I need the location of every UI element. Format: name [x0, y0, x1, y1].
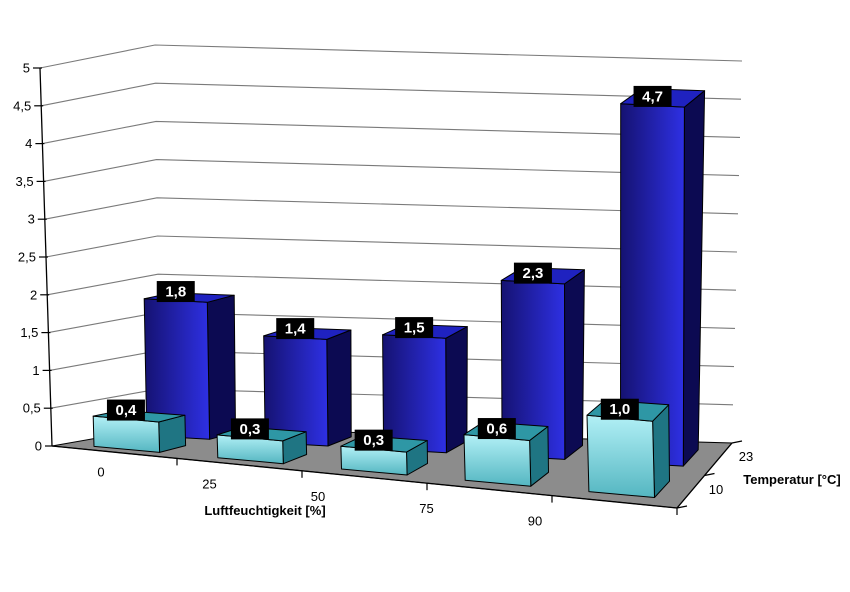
bar-front-face: [586, 414, 655, 498]
bar-side-face: [564, 269, 585, 460]
x-axis-title: Luftfeuchtigkeit [%]: [204, 503, 325, 518]
y-tick-label: 5: [23, 61, 30, 76]
bar-value-label: 2,3: [522, 265, 543, 282]
bar-23-0: [143, 292, 236, 440]
bar-side-face: [206, 294, 236, 440]
y-axis: [39, 67, 53, 447]
x-tick-label: 0: [97, 465, 104, 480]
gridline: [39, 44, 743, 69]
bar-23-50: [382, 323, 468, 454]
bar-value-label: 1,5: [404, 320, 425, 337]
depth-tick-label: 23: [739, 449, 753, 464]
y-tick-label: 2,5: [18, 250, 36, 265]
y-tick-label: 3: [28, 212, 35, 227]
bar-value-label-box: [633, 85, 672, 107]
bar-value-label: 0,4: [116, 402, 138, 419]
x-tick-label: 90: [528, 513, 542, 528]
bar-side-face: [445, 326, 468, 454]
x-tick-label: 25: [202, 477, 216, 492]
depth-tick-label: 10: [709, 482, 723, 497]
axes: [33, 67, 743, 515]
bar-value-label-box: [276, 318, 315, 340]
y-tick-label: 4,5: [13, 98, 31, 113]
bar-10-90: [586, 399, 670, 498]
bar-23-90: [620, 88, 706, 467]
bar-value-label: 1,4: [285, 321, 307, 338]
bar-value-label-box: [600, 398, 639, 420]
gridline: [43, 159, 740, 182]
gridline: [41, 82, 742, 107]
x-tick-label: 50: [311, 489, 325, 504]
y-tick-label: 3,5: [16, 174, 34, 189]
bar-value-label-box: [513, 262, 552, 284]
depth-axis-tick: [704, 472, 715, 477]
gridline: [42, 120, 741, 145]
bar-value-label: 0,6: [486, 421, 507, 438]
depth-axis-tick: [731, 440, 743, 444]
y-tick-label: 0,5: [23, 401, 41, 416]
x-axis: [51, 445, 678, 509]
x-tick-label: 75: [419, 501, 433, 516]
bar-value-label: 0,3: [239, 421, 260, 438]
bar-value-label-box: [230, 418, 269, 440]
y-tick-label: 0: [35, 439, 42, 454]
y-tick-label: 2: [30, 287, 37, 302]
y-tick-label: 1: [32, 363, 39, 378]
bar-front-face: [463, 434, 532, 487]
gridline: [44, 197, 739, 220]
bar-value-label: 1,8: [165, 284, 186, 301]
bar-value-label: 4,7: [642, 88, 663, 105]
bar-value-label: 1,0: [609, 401, 630, 418]
y-tick-label: 1,5: [20, 325, 38, 340]
y-tick-label: 4: [25, 136, 32, 151]
bar-value-label-box: [106, 399, 145, 421]
bar-23-25: [263, 327, 352, 447]
gridline: [45, 235, 738, 258]
bar-value-label-box: [354, 429, 393, 451]
bar-10-0: [92, 410, 187, 453]
bar-side-face: [326, 329, 352, 447]
depth-axis-tick: [676, 505, 688, 509]
bar-value-label: 0,3: [363, 432, 384, 449]
bar-value-label-box: [477, 418, 516, 440]
bar-value-label-box: [395, 317, 434, 339]
bars: 1,8 1,4 1,5 2,3 4,7 0,4 0,3 0,3 0,6 1,0: [92, 85, 706, 498]
bar-value-label-box: [156, 281, 195, 303]
depth-axis-title: Temperatur [°C]: [743, 472, 840, 487]
